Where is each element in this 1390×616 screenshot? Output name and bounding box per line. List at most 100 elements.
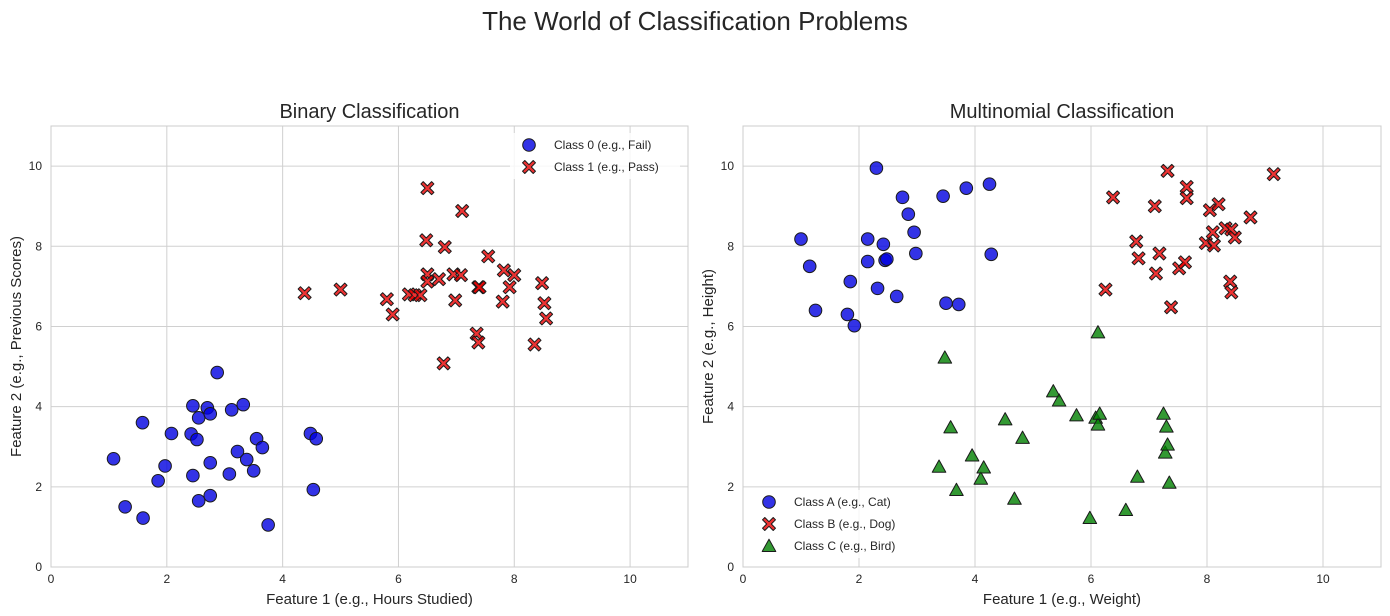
x-tick-label: 4: [972, 572, 979, 586]
x-tick-label: 6: [1088, 572, 1095, 586]
data-point: [481, 249, 496, 264]
data-point: [1243, 210, 1258, 225]
legend-marker: [761, 538, 777, 552]
x-tick-label: 0: [48, 572, 55, 586]
data-point: [936, 189, 950, 203]
legend-label: Class 0 (e.g., Fail): [554, 138, 651, 152]
data-point: [1106, 190, 1121, 205]
axes-frame: [742, 125, 1382, 568]
figure-suptitle: The World of Classification Problems: [482, 6, 908, 36]
data-point: [1162, 475, 1177, 489]
data-point: [455, 203, 470, 218]
x-tick-label: 2: [856, 572, 863, 586]
data-point: [840, 307, 855, 322]
data-point: [794, 232, 808, 246]
data-point: [1179, 191, 1194, 206]
data-point: [1129, 234, 1144, 249]
data-point: [943, 420, 958, 434]
data-point: [847, 318, 862, 333]
data-point: [539, 311, 554, 326]
data-point: [1224, 285, 1239, 300]
series-0: [794, 161, 999, 333]
data-point: [246, 463, 261, 478]
y-tick-label: 0: [727, 560, 734, 574]
data-point: [880, 252, 894, 266]
data-point: [471, 335, 486, 350]
data-point: [535, 276, 550, 291]
data-point: [1090, 325, 1106, 339]
data-point: [495, 294, 510, 309]
binary-classification-panel: 0 2 4 6 8 10 0 2 4 6 8 10 Binary Classification Featu…: [8, 101, 689, 608]
data-point: [136, 511, 150, 525]
data-point: [431, 272, 446, 287]
data-point: [222, 467, 237, 481]
data-point: [1156, 406, 1171, 420]
data-point: [118, 500, 132, 514]
data-point: [1211, 197, 1226, 212]
x-tick-label: 8: [511, 572, 518, 586]
data-point: [1098, 282, 1113, 297]
data-point: [869, 161, 884, 175]
legend-box: [750, 490, 925, 558]
data-point: [135, 415, 150, 430]
data-point: [1160, 437, 1175, 451]
data-point: [870, 281, 885, 296]
data-point: [454, 268, 468, 283]
legend-label: Class B (e.g., Dog): [794, 517, 895, 531]
data-point: [158, 459, 172, 473]
legend-box: [510, 133, 680, 179]
y-tick-label: 8: [727, 239, 734, 253]
data-point: [959, 181, 974, 195]
data-point: [1148, 266, 1163, 281]
data-point: [907, 225, 921, 240]
data-point: [164, 426, 179, 441]
data-point: [1069, 408, 1084, 422]
data-point: [297, 286, 312, 301]
y-tick-label: 10: [29, 159, 43, 173]
chart-title: Multinomial Classification: [950, 101, 1175, 123]
data-point: [507, 268, 522, 283]
data-point: [1205, 225, 1220, 240]
x-tick-label: 0: [740, 572, 747, 586]
x-tick-label: 10: [1316, 572, 1330, 586]
data-point: [1131, 251, 1146, 266]
data-point: [203, 455, 218, 470]
y-tick-label: 6: [727, 319, 734, 333]
x-tick-label: 8: [1204, 572, 1211, 586]
data-point: [261, 518, 275, 532]
legend-marker: [522, 138, 536, 152]
data-point: [186, 399, 200, 413]
data-point: [901, 207, 916, 221]
series-0: [106, 365, 324, 532]
legend: Class A (e.g., Cat) Class B (e.g., Dog) Cl…: [750, 490, 925, 558]
data-point: [230, 444, 245, 459]
data-point: [976, 460, 991, 474]
x-tick-label: 2: [163, 572, 170, 586]
data-point: [1164, 300, 1179, 315]
data-point: [379, 292, 394, 307]
data-point: [1160, 163, 1175, 178]
data-point: [1227, 230, 1242, 245]
data-point: [1223, 274, 1238, 289]
data-point: [808, 303, 823, 318]
data-point: [931, 459, 947, 473]
data-point: [236, 397, 251, 412]
axes-frame: [50, 125, 689, 568]
data-point: [309, 431, 324, 446]
data-point: [937, 350, 953, 364]
data-point: [306, 482, 321, 497]
y-axis-label: Feature 2 (e.g., Previous Scores): [8, 236, 25, 457]
data-point: [448, 293, 463, 308]
y-tick-label: 6: [35, 319, 42, 333]
legend: Class 0 (e.g., Fail) Class 1 (e.g., Pass): [510, 133, 680, 179]
legend-marker: [762, 495, 776, 509]
data-point: [951, 297, 966, 312]
legend-label: Class C (e.g., Bird): [794, 539, 895, 553]
data-point: [1159, 419, 1174, 433]
data-point: [1147, 199, 1162, 214]
data-point: [1082, 510, 1098, 525]
data-point: [203, 488, 218, 503]
data-point: [1046, 384, 1061, 398]
y-tick-label: 2: [727, 480, 734, 494]
